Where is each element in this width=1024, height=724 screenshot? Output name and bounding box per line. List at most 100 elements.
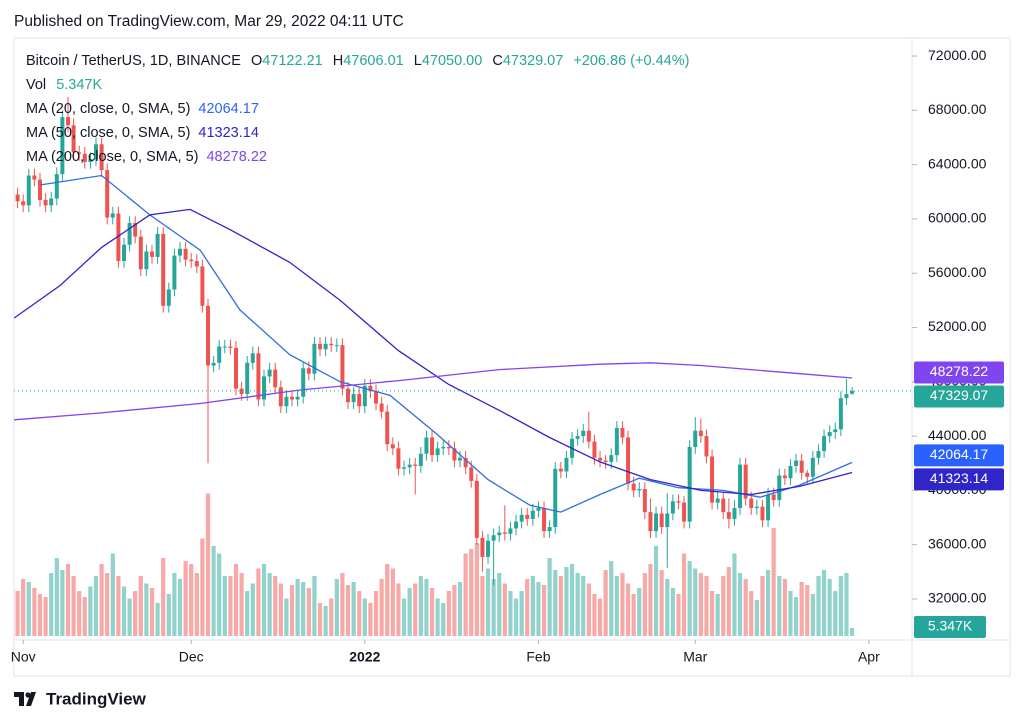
volume-bar (183, 561, 188, 636)
volume-bar (88, 586, 93, 636)
volume-bar (323, 606, 328, 636)
volume-bar (149, 588, 155, 636)
candle-body (592, 441, 597, 458)
volume-bar (345, 585, 351, 636)
candle-body (463, 457, 468, 468)
change: +206.86 (+0.44%) (573, 53, 689, 69)
x-tick-label: Dec (179, 649, 204, 665)
candle-body (273, 369, 278, 388)
candle-body (301, 368, 306, 397)
ma-legend: MA (20, close, 0, SMA, 5) 42064.17 MA (50,… (26, 101, 267, 165)
ohlc-value: 47122.21 (262, 53, 322, 69)
candle-body (329, 343, 334, 346)
candle-body (284, 396, 289, 407)
candle-body (368, 385, 373, 392)
ma-legend-name: MA (20, close, 0, SMA, 5) (26, 101, 190, 117)
volume-bar (138, 576, 143, 636)
candle-body (172, 255, 177, 290)
candle-body (782, 475, 787, 479)
volume-bar (625, 583, 631, 636)
volume-bar (289, 585, 295, 636)
volume-bar (54, 558, 59, 636)
candle-body (43, 199, 48, 206)
logo-icon (14, 692, 36, 706)
volume-bar (413, 583, 418, 636)
volume-bar (653, 546, 659, 636)
candle-body (827, 432, 832, 437)
volume-bar (317, 603, 323, 636)
volume-bar (116, 576, 121, 636)
candle-body (278, 387, 283, 407)
candle-body (385, 411, 390, 445)
volume-bar (463, 553, 468, 636)
candle-body (542, 508, 547, 532)
volume-bar (37, 594, 43, 636)
volume-bar (424, 579, 429, 636)
volume-bar (569, 564, 575, 636)
volume-bar (362, 598, 367, 636)
legend-title-line: Bitcoin / TetherUS, 1D, BINANCE O47122.2… (26, 53, 689, 69)
volume-bar (312, 576, 317, 636)
volume-bar (575, 573, 580, 636)
candle-body (374, 391, 379, 404)
candle-body (850, 390, 855, 394)
y-tick-label: 52000.00 (928, 318, 987, 334)
x-tick-label: Nov (11, 649, 36, 665)
candle-body (71, 125, 76, 153)
x-tick-label: Feb (526, 649, 550, 665)
volume-bar (642, 573, 647, 636)
volume-bar (788, 591, 793, 636)
candle-body (105, 170, 110, 218)
candle-body (262, 376, 267, 400)
volume-bar (676, 594, 681, 636)
volume-bar (21, 579, 26, 636)
candle-body (502, 532, 507, 534)
candle-body (620, 427, 625, 438)
volume-bar (737, 573, 743, 636)
candle-body (21, 201, 26, 206)
price-label: 41323.14 (930, 470, 989, 486)
candle-body (323, 343, 328, 350)
candle-body (642, 489, 647, 513)
volume-bar (60, 570, 65, 636)
volume-bar (172, 573, 177, 636)
volume-bar (777, 576, 782, 636)
volume-bar (754, 600, 759, 636)
candle-body (614, 427, 619, 456)
volume-bar (793, 597, 799, 636)
candle-body (710, 456, 715, 503)
volume-bar (261, 564, 267, 636)
candle-body (234, 347, 239, 389)
candle-body (245, 362, 250, 395)
candle-body (110, 213, 115, 218)
volume-bar (396, 583, 401, 636)
candle-body (138, 236, 143, 270)
volume-bar (379, 579, 384, 636)
volume-bar (497, 573, 502, 636)
volume-bar (805, 585, 810, 636)
volume-bar (592, 594, 597, 636)
candle-body (810, 457, 815, 477)
candle-body (760, 506, 765, 521)
volume-bar (665, 579, 670, 636)
volume-bar (586, 583, 591, 636)
volume-bar (93, 576, 99, 636)
candle-body (127, 223, 132, 245)
candle-body (121, 244, 126, 262)
chart-frame (13, 37, 1011, 677)
volume-bar (771, 528, 776, 636)
volume-value: 5.347K (56, 77, 102, 93)
candle-body (396, 448, 401, 469)
ma-legend-value: 42064.17 (198, 101, 258, 117)
volume-bar (659, 570, 664, 636)
candle-body (670, 501, 675, 514)
candle-body (166, 289, 171, 306)
candle-body (295, 396, 300, 400)
volume-bar (166, 594, 171, 636)
candle-body (256, 353, 261, 400)
ma-legend-entry: MA (50, close, 0, SMA, 5) 41323.14 (26, 125, 259, 141)
volume-bar (334, 579, 339, 636)
volume-legend: Vol 5.347K (26, 77, 102, 93)
